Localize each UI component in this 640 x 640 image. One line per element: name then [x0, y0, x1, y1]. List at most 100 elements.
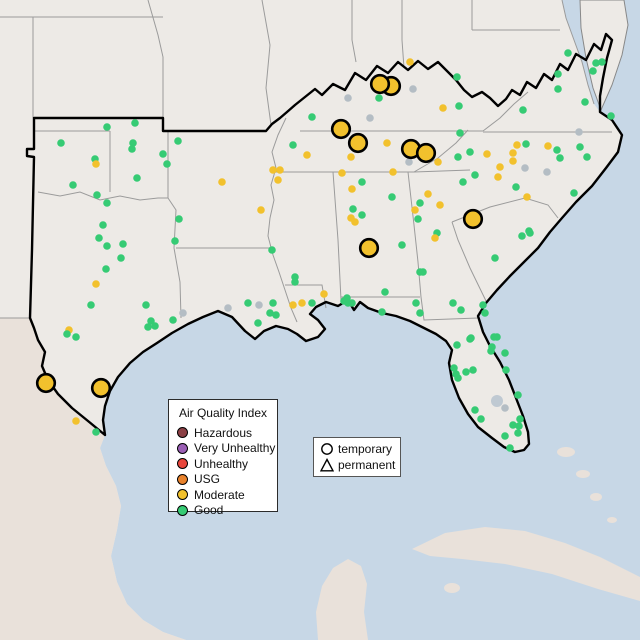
station-marker-good: [133, 174, 141, 182]
station-marker-moderate: [269, 166, 277, 174]
station-marker-good: [516, 415, 524, 423]
station-marker-moderate: [72, 417, 80, 425]
station-marker-good: [416, 309, 424, 317]
station-marker-good: [481, 309, 489, 317]
aqi-stations-small: [57, 49, 615, 452]
station-type-item: permanent: [320, 457, 396, 473]
station-marker-good: [469, 366, 477, 374]
station-marker-moderate: [411, 206, 419, 214]
station-marker-good: [501, 432, 509, 440]
station-marker-good: [268, 246, 276, 254]
station-marker-moderate: [289, 301, 297, 309]
station-marker-good: [244, 299, 252, 307]
station-marker-good: [378, 308, 386, 316]
station-marker-no_data: [405, 158, 413, 166]
station-marker-moderate: [544, 142, 552, 150]
station-marker-good: [553, 146, 561, 154]
station-marker-no_data: [224, 304, 232, 312]
station-marker-good: [607, 112, 615, 120]
station-marker-good: [131, 119, 139, 127]
station-marker-moderate: [436, 201, 444, 209]
station-marker-moderate: [509, 157, 517, 165]
temporary-station-marker-moderate: [369, 73, 391, 95]
station-marker-good: [92, 428, 100, 436]
station-marker-moderate: [257, 206, 265, 214]
temporary-station-marker-moderate: [462, 208, 484, 230]
station-marker-good: [99, 221, 107, 229]
study-region-outline: [25, 32, 624, 454]
station-marker-moderate: [347, 153, 355, 161]
aqi-legend-title: Air Quality Index: [178, 406, 268, 420]
station-marker-good: [457, 306, 465, 314]
station-marker-moderate: [494, 173, 502, 181]
station-marker-moderate: [424, 190, 432, 198]
station-marker-moderate: [431, 234, 439, 242]
station-marker-moderate: [523, 193, 531, 201]
station-marker-no_data: [575, 128, 583, 136]
station-marker-good: [526, 229, 534, 237]
station-marker-good: [95, 234, 103, 242]
station-marker-good: [502, 366, 510, 374]
station-marker-good: [554, 85, 562, 93]
station-marker-good: [598, 58, 606, 66]
station-marker-good: [454, 374, 462, 382]
aqi-legend-item: USG: [177, 472, 269, 488]
station-marker-good: [581, 98, 589, 106]
station-marker-good: [69, 181, 77, 189]
station-marker-moderate: [92, 280, 100, 288]
station-marker-good: [93, 191, 101, 199]
station-marker-no_data: [543, 168, 551, 176]
moderate-swatch-icon: [177, 489, 188, 501]
permanent-label: permanent: [338, 458, 396, 472]
permanent-triangle-icon: [320, 458, 334, 472]
station-marker-good: [119, 240, 127, 248]
station-marker-no_data: [366, 114, 374, 122]
station-marker-good: [388, 193, 396, 201]
station-marker-moderate: [406, 58, 414, 66]
station-marker-good: [171, 237, 179, 245]
station-marker-good: [163, 160, 171, 168]
station-marker-good: [449, 299, 457, 307]
lake-okeechobee: [491, 395, 503, 407]
station-marker-good: [289, 141, 297, 149]
usg-label: USG: [194, 472, 221, 487]
station-marker-good: [266, 309, 274, 317]
station-marker-good: [414, 215, 422, 223]
station-marker-good: [419, 268, 427, 276]
station-marker-moderate: [496, 163, 504, 171]
station-marker-good: [72, 333, 80, 341]
station-marker-moderate: [351, 218, 359, 226]
station-marker-good: [102, 265, 110, 273]
station-marker-good: [491, 254, 499, 262]
station-marker-moderate: [383, 139, 391, 147]
station-marker-good: [103, 199, 111, 207]
delmarva-peninsula: [579, 0, 629, 112]
temporary-station-marker-moderate: [90, 377, 112, 399]
station-marker-good: [564, 49, 572, 57]
station-marker-good: [169, 316, 177, 324]
station-marker-good: [416, 199, 424, 207]
station-marker-good: [519, 106, 527, 114]
station-marker-good: [375, 94, 383, 102]
cuba-island: [412, 527, 640, 601]
station-marker-good: [514, 391, 522, 399]
station-marker-good: [512, 183, 520, 191]
station-marker-good: [450, 364, 458, 372]
temporary-circle-icon: [321, 443, 333, 455]
station-marker-moderate: [434, 158, 442, 166]
station-marker-good: [589, 67, 597, 75]
station-marker-moderate: [389, 168, 397, 176]
station-marker-good: [592, 59, 600, 67]
aqi-legend-item: Good: [177, 503, 269, 519]
station-marker-good: [453, 73, 461, 81]
station-marker-moderate: [276, 166, 284, 174]
station-marker-no_data: [344, 94, 352, 102]
station-marker-good: [343, 294, 351, 302]
station-marker-good: [554, 70, 562, 78]
station-marker-good: [455, 102, 463, 110]
bahamas-island: [576, 470, 590, 478]
unhealthy-label: Unhealthy: [194, 456, 249, 471]
bahamas-island: [557, 447, 575, 457]
station-marker-good: [477, 415, 485, 423]
